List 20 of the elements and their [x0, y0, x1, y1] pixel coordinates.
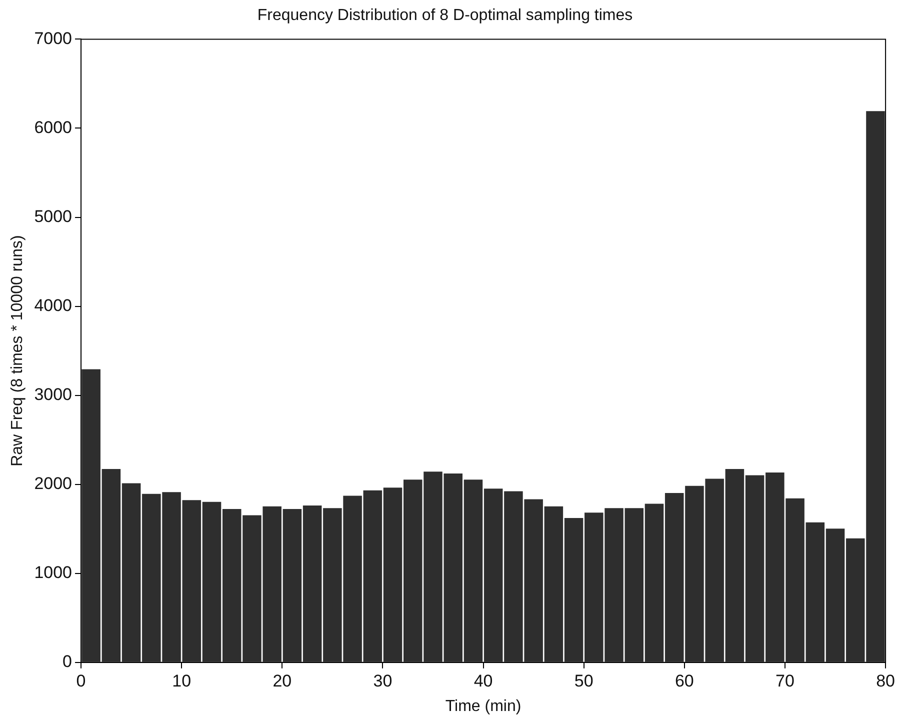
y-tick-label: 0 [62, 652, 72, 672]
x-tick-label: 10 [172, 671, 192, 690]
x-tick-label: 0 [76, 671, 86, 690]
x-tick-label: 50 [574, 671, 594, 690]
y-axis-title: Raw Freq (8 times * 10000 runs) [9, 235, 26, 466]
x-tick-label: 40 [474, 671, 493, 690]
x-tick-label: 80 [876, 671, 896, 690]
x-tick-label: 70 [776, 671, 794, 690]
y-tick-label: 6000 [34, 118, 72, 137]
x-axis-title: Time (min) [445, 698, 522, 715]
y-tick-label: 5000 [34, 206, 72, 226]
x-tick-label: 20 [272, 671, 292, 690]
y-tick-label: 3000 [34, 385, 72, 404]
y-tick-label: 1000 [34, 563, 72, 582]
chart-title: Frequency Distribution of 8 D-optimal sampling times [257, 7, 633, 24]
x-tick-label: 30 [373, 671, 392, 690]
y-tick-label: 4000 [34, 296, 72, 315]
x-tick-label: 60 [674, 671, 694, 690]
y-tick-label: 2000 [34, 474, 72, 494]
y-tick-label: 7000 [34, 28, 72, 48]
